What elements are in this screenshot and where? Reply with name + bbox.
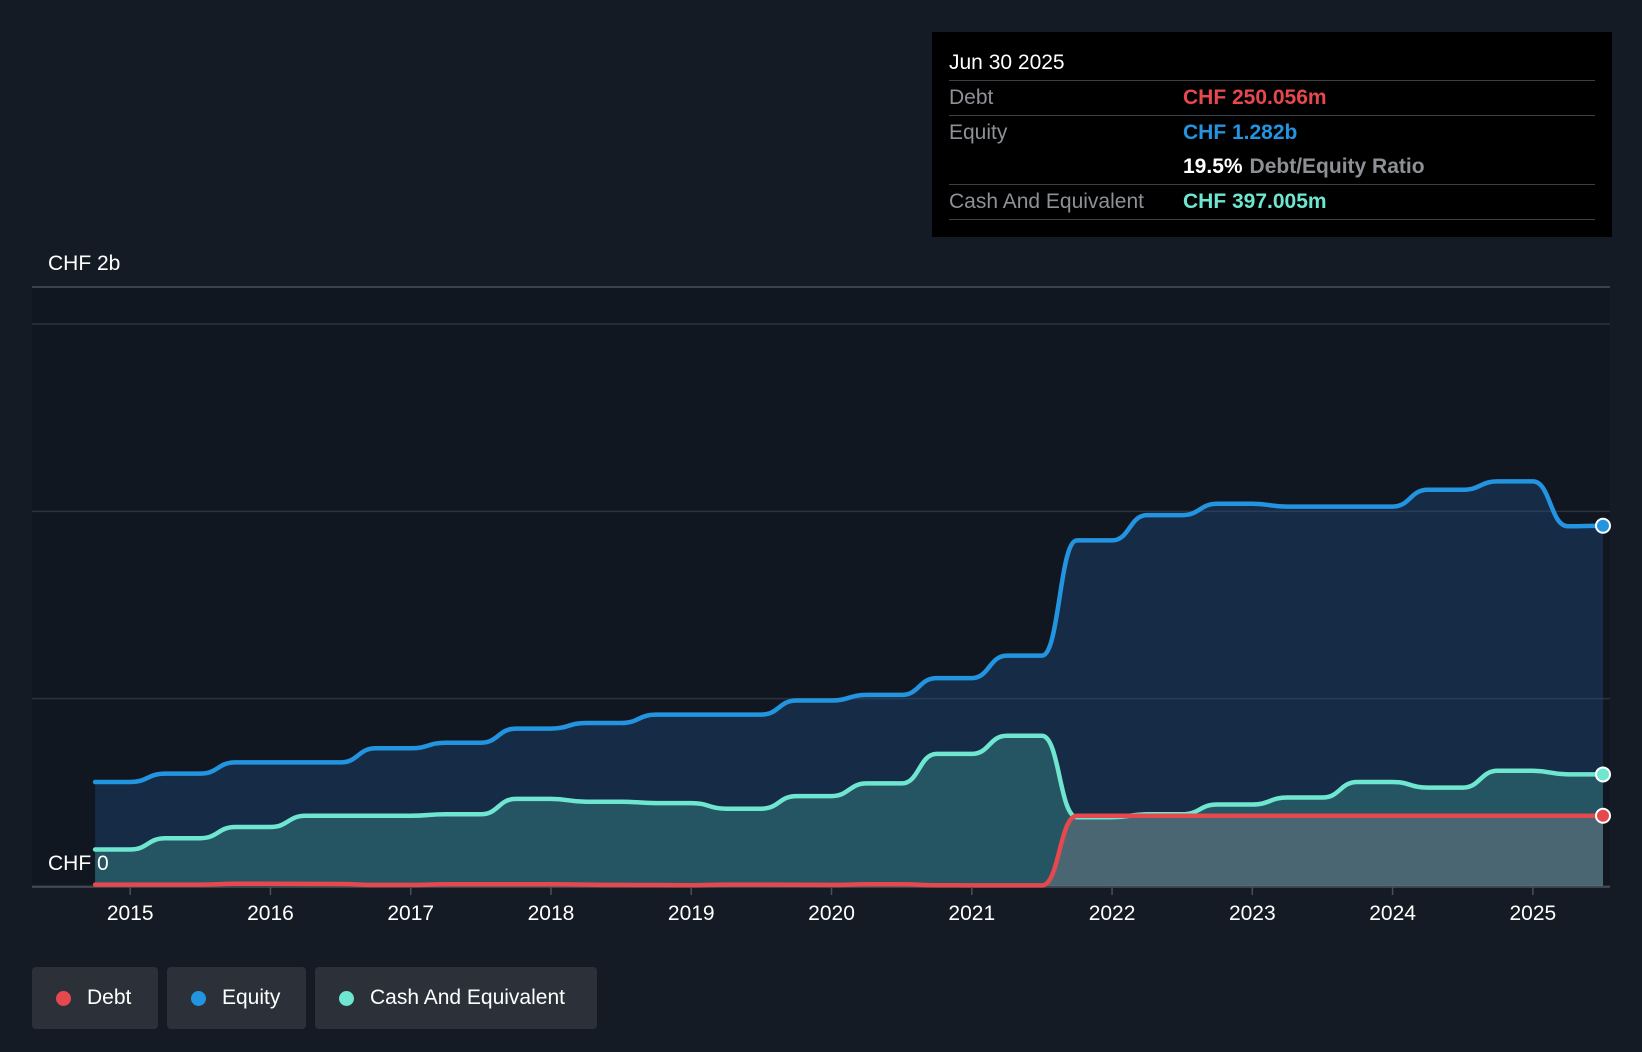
equity-end-marker[interactable] [1594, 517, 1611, 534]
tooltip: Jun 30 2025 Debt CHF 250.056m Equity CHF… [932, 32, 1612, 237]
series-end-markers[interactable] [1594, 517, 1611, 824]
legend-debt-label: Debt [87, 986, 132, 1009]
x-tick-label: 2025 [1509, 902, 1556, 925]
debt-line [92, 813, 1606, 888]
tooltip-cash-label: Cash And Equivalent [949, 190, 1144, 213]
x-tick-label: 2017 [387, 902, 434, 925]
cash-area [95, 735, 1604, 886]
tooltip-equity-value: CHF 1.282b [1183, 121, 1298, 144]
x-tick-label: 2016 [247, 902, 294, 925]
tooltip-equity-row: Equity CHF 1.282b [949, 115, 1595, 150]
tooltip-debt-value: CHF 250.056m [1183, 86, 1327, 109]
x-tick-label: 2020 [808, 902, 855, 925]
tooltip-ratio-value: 19.5% [1183, 155, 1243, 178]
tooltip-ratio-label: Debt/Equity Ratio [1249, 155, 1425, 178]
x-tick-label: 2023 [1229, 902, 1276, 925]
tooltip-debt-label: Debt [949, 86, 994, 109]
x-tick-label: 2019 [668, 902, 715, 925]
x-tick-label: 2022 [1089, 902, 1136, 925]
x-tick-label: 2021 [948, 902, 995, 925]
equity-line [92, 479, 1606, 785]
tooltip-debt-row: Debt CHF 250.056m [949, 80, 1595, 115]
debt-dot-icon [56, 990, 71, 1006]
tooltip-cash-value: CHF 397.005m [1183, 190, 1327, 213]
cash-end-marker[interactable] [1594, 766, 1611, 783]
equity-dot-icon [191, 990, 206, 1006]
cash-line [92, 733, 1606, 852]
y-axis-zero-label: CHF 0 [48, 852, 109, 875]
axis-labels: CHF 2b CHF 0 2015 2016 2017 2018 2019 2020 2021 2… [48, 252, 1556, 925]
series-lines [92, 479, 1606, 888]
equity-area [95, 481, 1604, 886]
series-areas [95, 481, 1604, 886]
legend-cash-label: Cash And Equivalent [370, 986, 565, 1009]
legend: Debt Equity Cash And Equivalent [32, 967, 597, 1029]
x-tick-label: 2024 [1369, 902, 1416, 925]
x-tick-label: 2018 [528, 902, 575, 925]
legend-item-debt[interactable]: Debt [32, 967, 158, 1029]
debt-end-marker[interactable] [1594, 807, 1611, 824]
tooltip-date: Jun 30 2025 [949, 51, 1065, 74]
legend-item-equity[interactable]: Equity [167, 967, 306, 1029]
legend-item-cash[interactable]: Cash And Equivalent [315, 967, 597, 1029]
x-tick-label: 2015 [107, 902, 154, 925]
y-axis-max-label: CHF 2b [48, 252, 120, 275]
legend-equity-label: Equity [222, 986, 281, 1009]
tooltip-ratio-row: 19.5% Debt/Equity Ratio [949, 150, 1595, 184]
cash-dot-icon [339, 990, 354, 1006]
tooltip-cash-row: Cash And Equivalent CHF 397.005m [949, 184, 1595, 220]
debt-area [95, 815, 1604, 886]
tooltip-equity-label: Equity [949, 121, 1008, 144]
